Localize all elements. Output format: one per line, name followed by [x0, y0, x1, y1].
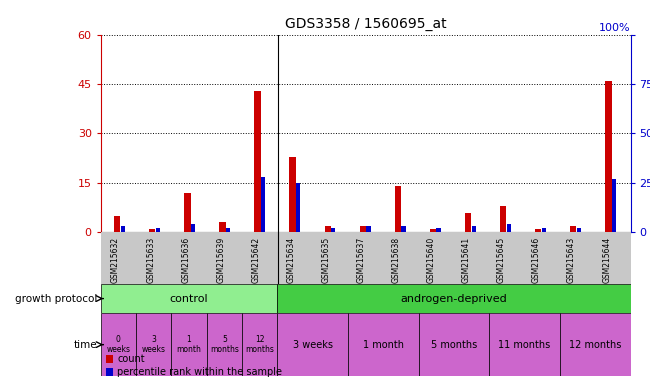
Bar [395, 186, 401, 232]
Bar [605, 81, 612, 232]
Bar [348, 313, 419, 376]
Bar [289, 157, 296, 232]
Text: 12
months: 12 months [245, 335, 274, 354]
Bar [278, 284, 630, 313]
Bar [541, 228, 546, 232]
Text: 1 month: 1 month [363, 339, 404, 350]
Bar [278, 313, 348, 376]
Text: 1
month: 1 month [177, 335, 202, 354]
Text: androgen-deprived: androgen-deprived [400, 293, 507, 304]
Text: GSM215643: GSM215643 [567, 237, 576, 283]
Text: GSM215640: GSM215640 [427, 237, 436, 283]
Text: 12 months: 12 months [569, 339, 621, 350]
Text: 5
months: 5 months [210, 335, 239, 354]
Text: GSM215645: GSM215645 [497, 237, 506, 283]
Text: control: control [170, 293, 209, 304]
Bar [191, 224, 195, 232]
Bar [136, 313, 172, 376]
Text: 3
weeks: 3 weeks [142, 335, 166, 354]
Legend: count, percentile rank within the sample: count, percentile rank within the sample [105, 354, 282, 377]
Text: time: time [74, 339, 98, 350]
Bar [156, 228, 160, 232]
Bar [359, 226, 366, 232]
Text: GSM215639: GSM215639 [216, 237, 226, 283]
Title: GDS3358 / 1560695_at: GDS3358 / 1560695_at [285, 17, 447, 31]
Bar [149, 229, 155, 232]
Text: GSM215636: GSM215636 [181, 237, 190, 283]
Text: GSM215646: GSM215646 [532, 237, 541, 283]
Bar [489, 313, 560, 376]
Text: GSM215634: GSM215634 [287, 237, 296, 283]
Bar [207, 313, 242, 376]
Bar [296, 183, 300, 232]
Text: 11 months: 11 months [499, 339, 551, 350]
Bar [121, 227, 125, 232]
Text: 3 weeks: 3 weeks [292, 339, 333, 350]
Bar [332, 228, 335, 232]
Text: GSM215641: GSM215641 [462, 237, 471, 283]
Bar [219, 222, 226, 232]
Bar [465, 213, 471, 232]
Bar [184, 193, 190, 232]
Text: growth protocol: growth protocol [15, 293, 98, 304]
Bar [114, 216, 120, 232]
Bar [101, 284, 278, 313]
Bar [419, 313, 489, 376]
Bar [172, 313, 207, 376]
Text: GSM215642: GSM215642 [252, 237, 261, 283]
Text: 100%: 100% [599, 23, 630, 33]
Bar [500, 206, 506, 232]
Bar [367, 227, 370, 232]
Text: GSM215638: GSM215638 [392, 237, 400, 283]
Bar [437, 228, 441, 232]
Bar [506, 224, 511, 232]
Text: GSM215637: GSM215637 [357, 237, 365, 283]
Bar [535, 229, 541, 232]
Bar [261, 177, 265, 232]
Bar [612, 179, 616, 232]
Text: GSM215635: GSM215635 [322, 237, 331, 283]
Text: 5 months: 5 months [431, 339, 477, 350]
Text: GSM215633: GSM215633 [146, 237, 155, 283]
Bar [402, 227, 406, 232]
Bar [472, 227, 476, 232]
Text: GSM215644: GSM215644 [602, 237, 611, 283]
Bar [430, 229, 436, 232]
Bar [242, 313, 278, 376]
Bar [570, 226, 577, 232]
Bar [254, 91, 261, 232]
Bar [324, 226, 331, 232]
Bar [101, 313, 136, 376]
Bar [226, 228, 230, 232]
Bar [577, 228, 581, 232]
Text: 0
weeks: 0 weeks [107, 335, 131, 354]
Text: GSM215632: GSM215632 [111, 237, 120, 283]
Bar [560, 313, 630, 376]
